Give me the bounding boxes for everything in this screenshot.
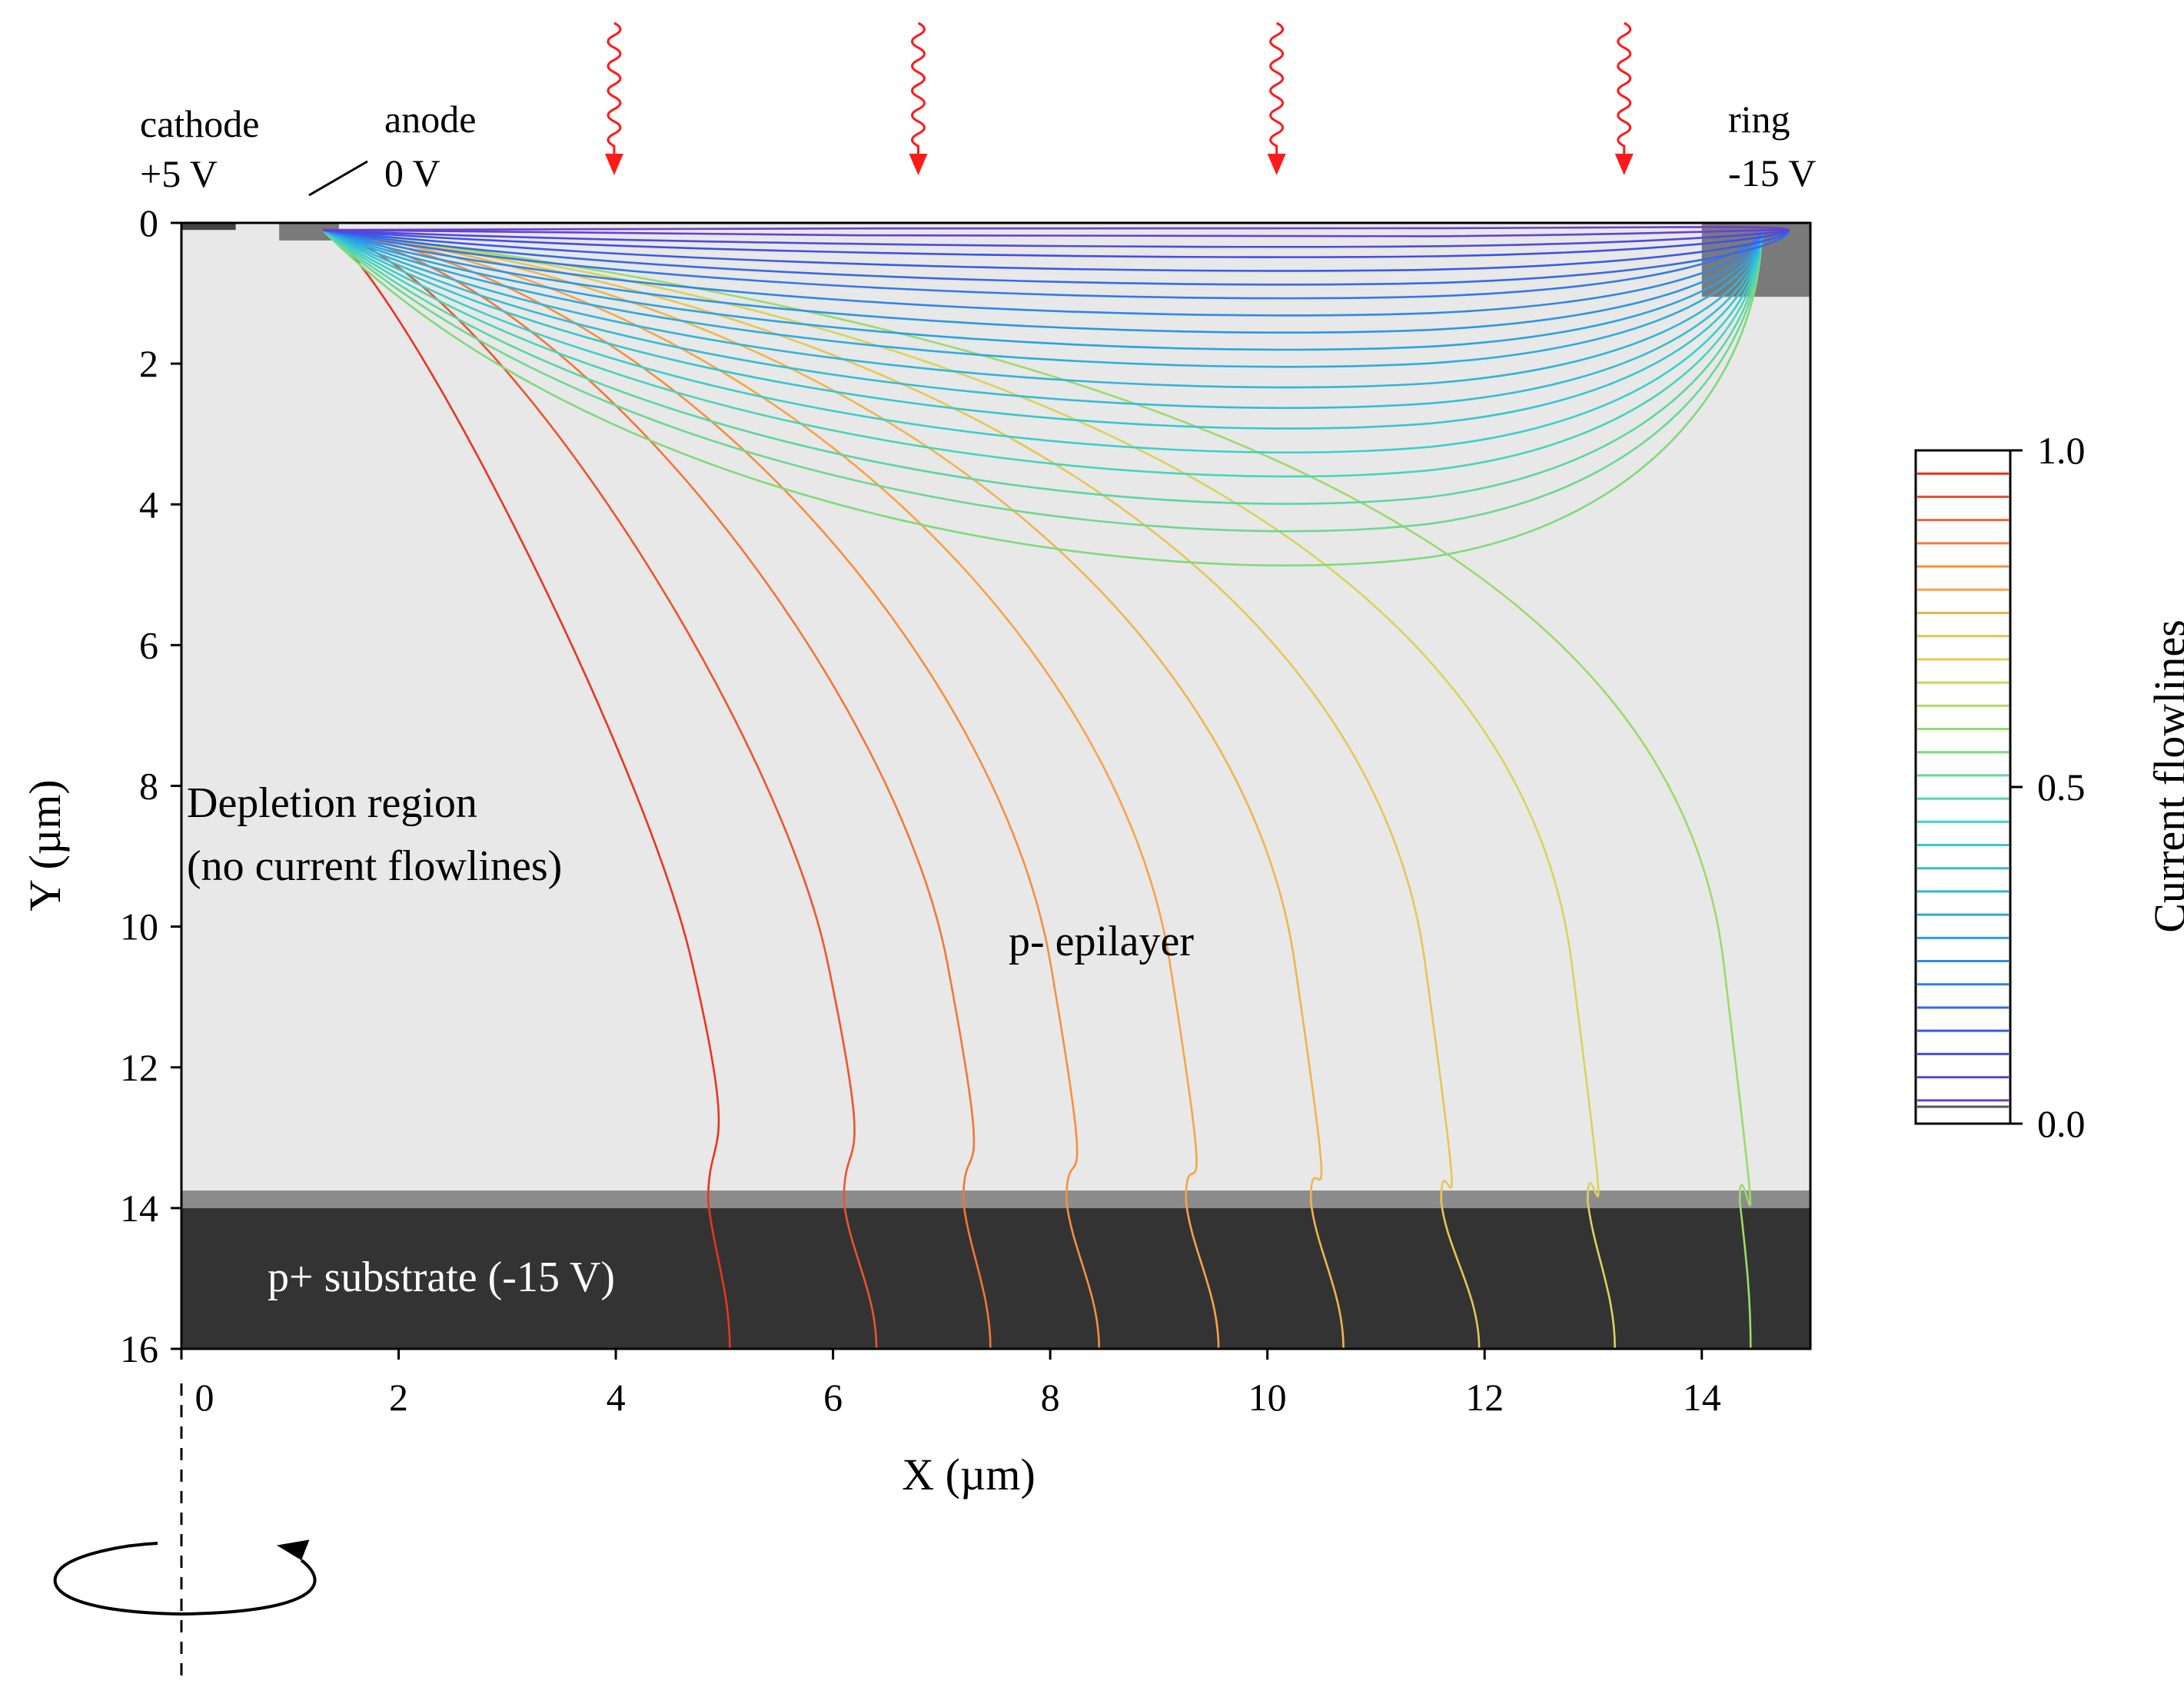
arrowhead-icon: [909, 154, 928, 175]
arrowhead-icon: [1267, 154, 1286, 175]
y-tick-label: 14: [120, 1187, 158, 1230]
substrate-region: [181, 1207, 1810, 1349]
flowline-ring: [322, 228, 1763, 351]
x-tick-label: 4: [607, 1376, 626, 1419]
substrate-label: p+ substrate (-15 V): [268, 1254, 615, 1301]
x-tick-label: 2: [389, 1376, 408, 1419]
incident-photons: [604, 22, 1634, 175]
x-tick-label: 10: [1248, 1376, 1287, 1419]
flowline-substrate: [322, 228, 878, 1350]
x-axis-title: X (µm): [902, 1450, 1035, 1499]
wavy-down-arrow-icon: [911, 22, 926, 161]
flowline-ring: [322, 226, 1790, 231]
colorbar-tick-label: 0.0: [2037, 1102, 2086, 1145]
depletion-region-note: (no current flowlines): [187, 842, 562, 890]
rotation-arrow-icon: [53, 1539, 317, 1616]
regions: [181, 223, 1810, 1349]
y-tick-label: 2: [139, 342, 158, 385]
wavy-down-arrow-icon: [1617, 22, 1632, 161]
flowline-ring: [322, 228, 1763, 300]
flowline-ring: [322, 228, 1763, 389]
flowline-ring: [321, 229, 1763, 505]
wavy-down-arrow-icon: [1269, 22, 1285, 161]
x-tick-label: 12: [1465, 1376, 1504, 1419]
ring-label: ring: [1728, 98, 1790, 141]
flowline-ring: [322, 228, 1790, 258]
epilayer-region: [181, 223, 1810, 1191]
cathode-contact: [181, 223, 236, 231]
flowline-ring: [322, 228, 1763, 334]
flowline-ring: [322, 228, 1763, 317]
anode-label: anode: [384, 98, 476, 141]
colorbar-tick-label: 0.5: [2037, 765, 2086, 809]
flowline-substrate: [322, 228, 1220, 1350]
flowline-substrate: [322, 228, 731, 1350]
colorbar-tick-label: 1.0: [2037, 429, 2086, 472]
flowline-ring: [321, 229, 1763, 430]
y-tick-label: 16: [120, 1327, 158, 1370]
flowline-ring: [322, 228, 1790, 238]
flowline-ring: [322, 228, 1790, 248]
flowline-substrate: [322, 228, 992, 1350]
arrowhead-icon: [604, 154, 623, 175]
x-tick-label: 0: [195, 1376, 214, 1419]
x-tick-label: 14: [1683, 1376, 1721, 1419]
cathode-label: cathode: [140, 102, 259, 145]
epilayer-label: p- epilayer: [1009, 918, 1194, 965]
y-tick-label: 0: [139, 201, 158, 244]
flowline-ring: [322, 228, 1763, 368]
flowline-substrate: [322, 228, 1345, 1350]
x-axis: 0 2 4 6 8 10 12 14: [180, 1349, 1721, 1419]
cathode-voltage-label: +5 V: [140, 152, 218, 195]
depletion-region-label: Depletion region: [187, 779, 477, 827]
y-tick-label: 10: [120, 905, 158, 948]
interface-band: [181, 1190, 1810, 1208]
flowline-ring: [322, 228, 1790, 286]
x-tick-label: 6: [823, 1376, 843, 1419]
flowline-ring: [322, 229, 1763, 410]
flowline-ring: [321, 229, 1763, 453]
y-tick-label: 8: [139, 765, 158, 808]
flowline-ring: [321, 229, 1763, 533]
ring-voltage-label: -15 V: [1728, 151, 1816, 194]
colorbar-title: Current flowlines: [2145, 619, 2184, 933]
anode-voltage-label: 0 V: [384, 151, 440, 194]
y-tick-label: 6: [139, 623, 158, 666]
flowline-ring: [321, 229, 1763, 478]
y-axis: 0 2 4 6 8 10 12 14 16: [120, 201, 181, 1370]
y-axis-title: Y (µm): [20, 779, 70, 911]
flowline-substrate: [322, 228, 1481, 1350]
y-tick-label: 12: [120, 1046, 158, 1089]
y-tick-label: 4: [139, 483, 158, 526]
flowline-ring: [322, 228, 1790, 272]
x-tick-label: 8: [1041, 1376, 1060, 1419]
anode-leader-line: [308, 160, 368, 197]
current-flowlines: [321, 226, 1790, 1350]
arrowhead-icon: [1614, 154, 1634, 175]
wavy-down-arrow-icon: [607, 22, 622, 161]
anode-implant: [279, 223, 339, 241]
flowline-substrate: [322, 228, 1752, 1350]
flowline-substrate: [322, 228, 1100, 1350]
colorbar: 0.0 0.5 1.0: [1914, 429, 2086, 1145]
flowline-ring: [321, 229, 1763, 567]
colorbar-frame: [1914, 449, 2012, 1125]
